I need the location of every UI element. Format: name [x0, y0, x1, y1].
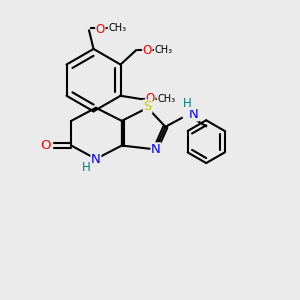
Text: S: S — [143, 100, 152, 113]
Text: O: O — [146, 92, 155, 105]
Text: H: H — [82, 161, 91, 174]
Text: O: O — [40, 139, 50, 152]
Text: N: N — [189, 108, 199, 121]
Text: N: N — [151, 143, 161, 156]
Text: CH₃: CH₃ — [108, 23, 126, 33]
Text: CH₃: CH₃ — [154, 45, 172, 55]
Text: O: O — [96, 22, 105, 35]
Text: O: O — [143, 44, 152, 57]
Text: CH₃: CH₃ — [157, 94, 176, 104]
Text: N: N — [91, 153, 101, 166]
Text: H: H — [183, 97, 192, 110]
